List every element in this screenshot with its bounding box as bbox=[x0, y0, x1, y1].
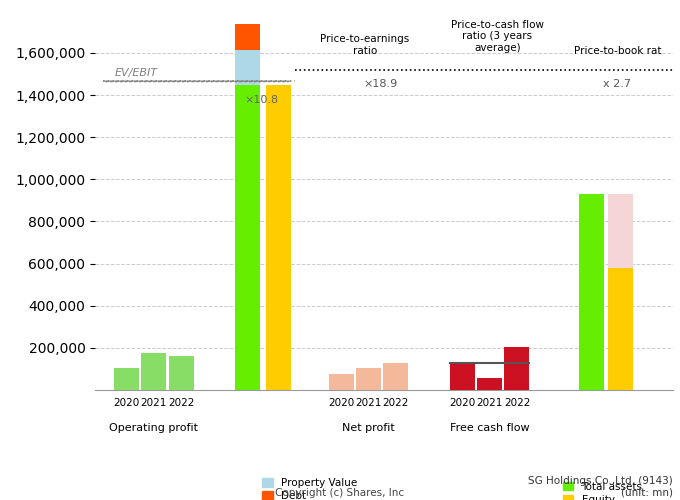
Text: ×18.9: ×18.9 bbox=[363, 80, 397, 90]
Bar bbox=[235, 50, 260, 84]
Bar bbox=[505, 347, 530, 390]
Bar bbox=[235, 84, 260, 390]
Text: Price-to-book rat: Price-to-book rat bbox=[574, 46, 661, 56]
Bar bbox=[608, 194, 632, 390]
Text: Price-to-cash flow
ratio (3 years
average): Price-to-cash flow ratio (3 years averag… bbox=[451, 20, 544, 53]
Text: Free cash flow: Free cash flow bbox=[450, 422, 530, 432]
Text: 2021: 2021 bbox=[141, 398, 167, 408]
Text: 2021: 2021 bbox=[356, 398, 381, 408]
Bar bbox=[477, 378, 502, 390]
Bar bbox=[267, 84, 291, 390]
Text: 2021: 2021 bbox=[477, 398, 503, 408]
Bar bbox=[235, 24, 260, 50]
Bar bbox=[384, 362, 409, 390]
Text: x 2.7: x 2.7 bbox=[603, 80, 631, 90]
Text: 2020: 2020 bbox=[114, 398, 139, 408]
Text: Operating profit: Operating profit bbox=[109, 422, 199, 432]
Text: Net profit: Net profit bbox=[342, 422, 395, 432]
Bar bbox=[114, 368, 139, 390]
Bar bbox=[356, 368, 381, 390]
Bar bbox=[169, 356, 194, 390]
Text: Price-to-earnings
ratio: Price-to-earnings ratio bbox=[320, 34, 409, 56]
Text: EV/EBIT: EV/EBIT bbox=[115, 68, 158, 78]
Bar bbox=[449, 362, 475, 390]
Bar bbox=[608, 268, 632, 390]
Bar bbox=[141, 353, 167, 390]
Text: 2022: 2022 bbox=[383, 398, 409, 408]
Bar bbox=[579, 194, 604, 390]
Text: 2022: 2022 bbox=[168, 398, 194, 408]
Legend: Total assets, Equity: Total assets, Equity bbox=[563, 482, 643, 500]
Text: ×10.8: ×10.8 bbox=[245, 95, 279, 105]
Text: 2020: 2020 bbox=[328, 398, 354, 408]
Text: 2022: 2022 bbox=[504, 398, 530, 408]
Text: 2020: 2020 bbox=[449, 398, 475, 408]
Bar bbox=[328, 374, 354, 390]
Text: SG Holdings Co.,Ltd. (9143)
(unit: mn): SG Holdings Co.,Ltd. (9143) (unit: mn) bbox=[528, 476, 673, 498]
Text: Copyright (c) Shares, Inc: Copyright (c) Shares, Inc bbox=[275, 488, 405, 498]
